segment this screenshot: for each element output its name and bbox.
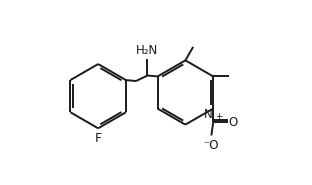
Text: H₂N: H₂N [136, 44, 158, 57]
Text: +: + [215, 112, 223, 121]
Text: O: O [229, 116, 238, 129]
Text: ⁻O: ⁻O [204, 139, 219, 152]
Text: F: F [95, 132, 102, 145]
Text: N: N [203, 108, 212, 121]
